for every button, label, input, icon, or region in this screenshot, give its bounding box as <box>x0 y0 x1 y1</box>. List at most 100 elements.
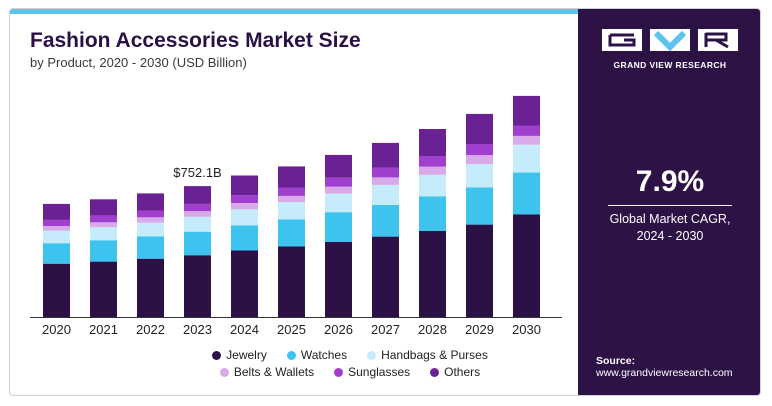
bar-segment-jewelry-2023 <box>184 255 211 317</box>
legend-row-2: Belts & Wallets Sunglasses Others <box>120 365 580 379</box>
bar-segment-belts-and-wallets-2028 <box>419 166 446 175</box>
bar-segment-belts-and-wallets-2029 <box>466 155 493 164</box>
bar-segment-handbags-and-purses-2027 <box>372 184 399 205</box>
bar-segment-watches-2028 <box>419 196 446 231</box>
cagr-label-line1: Global Market CAGR, <box>609 212 731 226</box>
x-tick-label-2029: 2029 <box>465 322 494 337</box>
x-tick-label-2028: 2028 <box>418 322 447 337</box>
brand-logo <box>602 29 738 52</box>
legend-item-watches: Watches <box>286 348 348 362</box>
bar-segment-watches-2030 <box>513 172 540 215</box>
legend-item-sunglasses: Sunglasses <box>334 365 410 379</box>
bar-segment-watches-2022 <box>137 236 164 259</box>
bar-segment-handbags-and-purses-2024 <box>231 209 258 226</box>
bar-segment-others-2020 <box>43 203 70 220</box>
bar-segment-belts-and-wallets-2025 <box>278 195 305 203</box>
x-tick-label-2026: 2026 <box>324 322 353 337</box>
cagr-divider <box>608 205 732 206</box>
bar-segment-others-2030 <box>513 95 540 126</box>
bar-segment-belts-and-wallets-2023 <box>184 211 211 217</box>
legend-item-jewelry: Jewelry <box>212 348 267 362</box>
bar-segment-sunglasses-2020 <box>43 219 70 226</box>
legend-label-watches: Watches <box>300 348 348 362</box>
bar-segment-jewelry-2029 <box>466 224 493 317</box>
x-tick-label-2020: 2020 <box>42 322 71 337</box>
bar-segment-handbags-and-purses-2026 <box>325 193 352 213</box>
bar-segment-jewelry-2026 <box>325 241 352 317</box>
source-url[interactable]: www.grandviewresearch.com <box>596 367 733 379</box>
bar-segment-jewelry-2028 <box>419 230 446 317</box>
bar-segment-others-2028 <box>419 129 446 157</box>
chart-legend: Jewelry Watches Handbags & Purses Belts & W… <box>120 348 580 382</box>
legend-swatch-sunglasses <box>334 367 344 377</box>
source-label: Source: <box>596 355 636 367</box>
bar-segment-watches-2021 <box>90 240 117 262</box>
accent-bar <box>10 9 578 14</box>
bar-segment-handbags-and-purses-2029 <box>466 164 493 188</box>
x-tick-label-2024: 2024 <box>230 322 259 337</box>
bar-segment-sunglasses-2024 <box>231 195 258 204</box>
bar-segment-watches-2023 <box>184 231 211 256</box>
bar-segment-handbags-and-purses-2023 <box>184 216 211 232</box>
legend-label-belts-and-wallets: Belts & Wallets <box>233 365 315 379</box>
bar-segment-sunglasses-2021 <box>90 215 117 223</box>
bar-segment-handbags-and-purses-2028 <box>419 174 446 197</box>
bar-segment-handbags-and-purses-2022 <box>137 222 164 237</box>
bar-segment-others-2024 <box>231 175 258 196</box>
cagr-label-line2: 2024 - 2030 <box>636 229 704 243</box>
cagr-label: Global Market CAGR, 2024 - 2030 <box>578 211 760 245</box>
source-block: Source: www.grandviewresearch.com <box>596 355 733 379</box>
logo-v-mark <box>653 30 687 52</box>
bar-segment-watches-2024 <box>231 225 258 251</box>
data-label-2023: $752.1B <box>173 165 221 180</box>
bar-segment-jewelry-2024 <box>231 250 258 317</box>
legend-label-others: Others <box>444 365 481 379</box>
bar-segment-watches-2027 <box>372 204 399 237</box>
legend-swatch-jewelry <box>212 350 222 360</box>
bar-segment-watches-2025 <box>278 219 305 247</box>
bar-segment-handbags-and-purses-2021 <box>90 227 117 241</box>
bar-segment-others-2026 <box>325 154 352 178</box>
legend-swatch-belts-and-wallets <box>219 367 229 377</box>
bar-segment-jewelry-2025 <box>278 246 305 317</box>
bar-segment-belts-and-wallets-2021 <box>90 222 117 228</box>
bar-segment-belts-and-wallets-2020 <box>43 226 70 231</box>
brand-name: GRAND VIEW RESEARCH <box>613 60 727 70</box>
bar-segment-jewelry-2022 <box>137 258 164 317</box>
bar-segment-handbags-and-purses-2020 <box>43 230 70 244</box>
bar-segment-sunglasses-2027 <box>372 167 399 178</box>
infographic-card: Fashion Accessories Market Size by Produ… <box>9 8 761 396</box>
bar-segment-others-2021 <box>90 199 117 216</box>
legend-swatch-watches <box>286 350 296 360</box>
bar-segment-others-2027 <box>372 142 399 168</box>
bar-segment-sunglasses-2022 <box>137 210 164 218</box>
chart-title: Fashion Accessories Market Size <box>30 29 361 52</box>
stacked-bar-chart: 2020 2021 2022 2023 $752.1B 2024 2025 2026 2027 2… <box>30 95 562 337</box>
cagr-value: 7.9% <box>635 165 705 198</box>
legend-item-others: Others <box>430 365 480 379</box>
legend-item-handbags-and-purses: Handbags & Purses <box>367 348 488 362</box>
bar-segment-belts-and-wallets-2022 <box>137 217 164 223</box>
x-tick-label-2021: 2021 <box>89 322 118 337</box>
bar-segment-watches-2029 <box>466 187 493 225</box>
bar-segment-others-2022 <box>137 193 164 211</box>
legend-swatch-handbags-and-purses <box>367 350 377 360</box>
legend-item-belts-and-wallets: Belts & Wallets <box>219 365 315 379</box>
bar-segment-others-2023 <box>184 186 211 204</box>
bar-segment-belts-and-wallets-2027 <box>372 177 399 185</box>
bar-segment-belts-and-wallets-2024 <box>231 203 258 210</box>
x-tick-label-2025: 2025 <box>277 322 306 337</box>
brand-panel: GRAND VIEW RESEARCH 7.9% Global Market C… <box>578 9 760 395</box>
bar-segment-others-2025 <box>278 166 305 188</box>
legend-label-jewelry: Jewelry <box>226 348 267 362</box>
bar-segment-sunglasses-2023 <box>184 203 211 212</box>
bar-segment-watches-2020 <box>43 243 70 264</box>
bar-segment-sunglasses-2025 <box>278 187 305 196</box>
logo-box-g <box>602 29 642 51</box>
bar-segment-sunglasses-2026 <box>325 177 352 187</box>
x-tick-label-2030: 2030 <box>512 322 541 337</box>
bar-segment-sunglasses-2029 <box>466 144 493 156</box>
bar-segment-jewelry-2021 <box>90 261 117 317</box>
x-tick-label-2023: 2023 <box>183 322 212 337</box>
chart-subtitle: by Product, 2020 - 2030 (USD Billion) <box>30 55 247 70</box>
